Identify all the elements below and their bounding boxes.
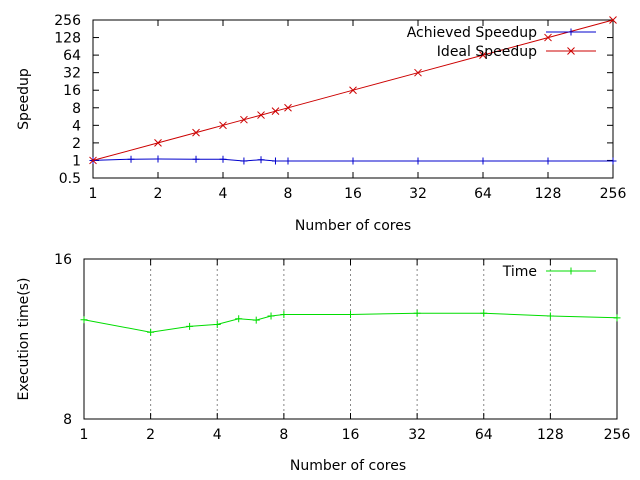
speedup-legend-label: Achieved Speedup	[407, 25, 537, 41]
time-y-axis-label: Execution time(s)	[16, 278, 32, 401]
speedup-series-line-0	[92, 158, 613, 162]
time-y-tick-label: 16	[54, 252, 72, 268]
speedup-y-tick-label: 256	[54, 13, 81, 29]
time-data-point	[613, 314, 621, 322]
speedup-data-point	[271, 107, 280, 116]
speedup-data-point	[609, 16, 617, 24]
time-x-tick-label: 64	[475, 427, 493, 443]
speedup-data-point	[544, 33, 552, 42]
speedup-data-point	[349, 86, 357, 95]
speedup-x-tick-label: 64	[474, 186, 492, 202]
time-data-point	[480, 309, 488, 317]
speedup-x-tick-label: 8	[284, 186, 293, 202]
speedup-x-tick-label: 16	[344, 186, 362, 202]
speedup-x-tick-label: 32	[409, 186, 427, 202]
speedup-data-point	[609, 157, 617, 165]
speedup-y-tick-label: 8	[72, 101, 81, 117]
time-x-tick-label: 16	[342, 427, 360, 443]
speedup-y-axis-label: Speedup	[16, 68, 32, 130]
time-x-tick-label: 1	[80, 427, 89, 443]
speedup-y-tick-label: 1	[72, 153, 81, 169]
speedup-data-point	[414, 157, 422, 165]
execution-time-chart: 1 2 4 8 16 32 64 128 256 8 16 Time Execution time(…	[16, 252, 630, 474]
speedup-data-point	[219, 121, 227, 130]
speedup-y-tick-label: 16	[63, 83, 81, 99]
speedup-data-point	[240, 115, 248, 124]
speedup-data-point	[240, 157, 248, 165]
time-data-point	[267, 312, 275, 320]
speedup-x-tick-label: 128	[535, 186, 562, 202]
speedup-data-point	[192, 128, 200, 137]
time-data-point	[280, 311, 288, 319]
time-legend: Time	[502, 264, 596, 280]
speedup-data-point	[271, 157, 279, 165]
speedup-data-point	[127, 155, 135, 163]
speedup-x-tick-label: 1	[89, 186, 98, 202]
speedup-legend-marker	[567, 28, 575, 36]
time-data-point	[235, 315, 243, 323]
speedup-legend: Achieved Speedup Ideal Speedup	[407, 25, 596, 60]
speedup-data-point	[154, 155, 162, 163]
time-legend-marker	[567, 267, 575, 275]
speedup-data-point	[219, 155, 227, 163]
speedup-data-point	[89, 156, 97, 165]
speedup-y-tick-label: 64	[63, 48, 81, 64]
speedup-data-point	[257, 111, 265, 119]
time-data-point	[413, 309, 421, 317]
speedup-data-point	[192, 155, 200, 163]
time-x-axis-label: Number of cores	[290, 458, 406, 474]
speedup-y-tick-label: 128	[54, 31, 81, 47]
time-x-tick-label: 8	[279, 427, 288, 443]
speedup-data-point	[257, 156, 265, 164]
time-data-point	[186, 322, 194, 330]
speedup-x-tick-label: 4	[219, 186, 228, 202]
speedup-y-tick-label: 2	[72, 136, 81, 152]
speedup-legend-label: Ideal Speedup	[437, 44, 537, 60]
time-data-point	[213, 320, 221, 328]
time-data-point	[546, 312, 554, 320]
time-legend-label: Time	[502, 264, 537, 280]
time-x-tick-label: 128	[537, 427, 564, 443]
speedup-x-tick-label: 2	[154, 186, 163, 202]
time-data-point	[347, 311, 354, 319]
time-data-point	[252, 316, 260, 324]
time-x-tick-label: 2	[146, 427, 155, 443]
speedup-data-point	[544, 157, 552, 165]
speedup-y-tick-label: 0.5	[59, 171, 81, 187]
time-x-tick-label: 32	[408, 427, 426, 443]
time-x-tick-label: 4	[213, 427, 222, 443]
speedup-data-point	[154, 139, 162, 147]
speedup-data-point	[414, 68, 422, 77]
speedup-x-axis-label: Number of cores	[295, 218, 411, 234]
time-data-point	[147, 328, 155, 336]
time-x-tick-label: 256	[604, 427, 631, 443]
speedup-data-point	[284, 103, 292, 112]
time-y-tick-label: 8	[63, 412, 72, 428]
time-data-point	[80, 316, 88, 324]
speedup-y-tick-label: 32	[63, 66, 81, 82]
speedup-legend-marker	[567, 47, 575, 55]
speedup-y-tick-label: 4	[72, 118, 81, 134]
speedup-data-point	[479, 51, 487, 59]
speedup-data-point	[349, 157, 357, 165]
speedup-data-point	[479, 157, 487, 165]
speedup-x-tick-label: 256	[600, 186, 627, 202]
speedup-data-point	[284, 157, 292, 165]
